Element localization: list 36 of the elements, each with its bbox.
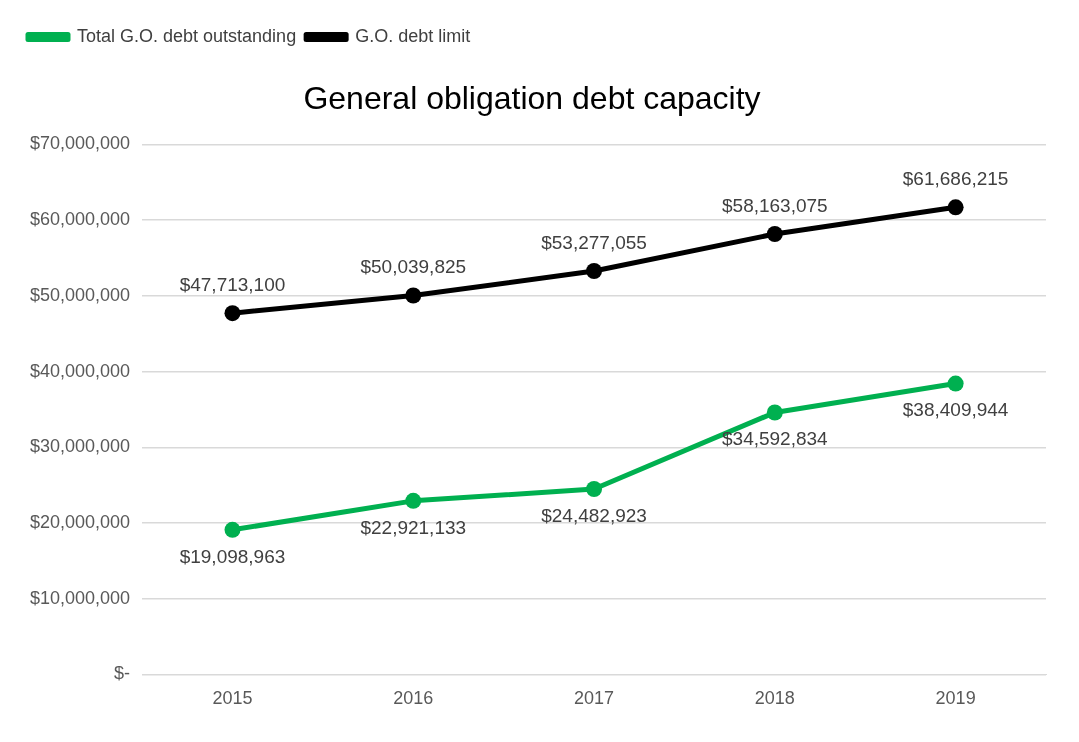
legend-label: G.O. debt limit <box>355 25 471 46</box>
point <box>766 226 783 243</box>
point <box>405 287 422 304</box>
data-label: $61,686,215 <box>902 168 1009 190</box>
data-label: $24,482,923 <box>541 504 647 526</box>
data-label: $34,592,834 <box>721 428 829 450</box>
y-tick-label: $10,000,000 <box>29 587 131 608</box>
point <box>586 481 603 498</box>
y-tick-label: $20,000,000 <box>29 511 131 532</box>
x-tick-label: 2019 <box>935 688 976 709</box>
x-tick-label: 2018 <box>754 688 795 709</box>
y-tick-label: $40,000,000 <box>29 360 131 381</box>
point <box>947 375 964 392</box>
y-tick-label: $60,000,000 <box>29 209 131 230</box>
point <box>224 305 241 322</box>
y-tick-label: $- <box>114 663 131 684</box>
point <box>766 404 783 421</box>
chart-title: General obligation debt capacity <box>303 80 761 117</box>
x-tick-label: 2015 <box>212 688 253 709</box>
data-label: $53,277,055 <box>541 231 647 253</box>
data-label: $47,713,100 <box>179 273 286 295</box>
data-label: $19,098,963 <box>179 545 286 567</box>
point <box>224 521 241 538</box>
point <box>947 199 964 216</box>
data-label: $22,921,133 <box>360 516 467 538</box>
data-label: $58,163,075 <box>721 194 828 216</box>
y-tick-label: $30,000,000 <box>29 436 131 457</box>
point <box>405 492 422 509</box>
data-label: $38,409,944 <box>902 399 1009 421</box>
x-tick-label: 2017 <box>574 688 615 709</box>
x-tick-label: 2016 <box>393 688 434 709</box>
point <box>586 263 603 280</box>
data-label: $50,039,825 <box>360 256 467 278</box>
legend-label: Total G.O. debt outstanding <box>77 25 297 46</box>
y-tick-label: $70,000,000 <box>29 133 131 154</box>
y-tick-label: $50,000,000 <box>29 284 131 305</box>
